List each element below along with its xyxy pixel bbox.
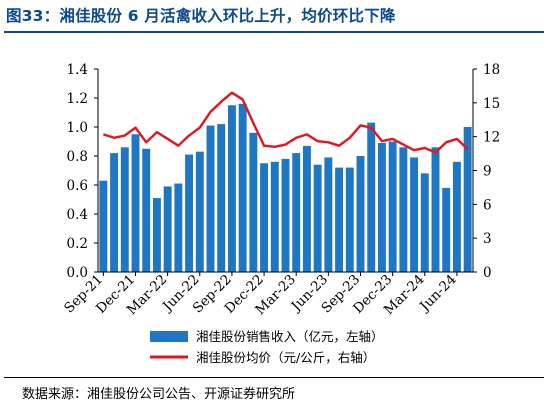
right-tick-label-6: 18: [483, 62, 500, 78]
right-tick-label-1: 3: [483, 231, 492, 247]
figure-title: 图33：湘佳股份 6 月活禽收入环比上升，均价环比下降: [6, 7, 396, 25]
bar-3: [131, 134, 140, 272]
bar-26: [377, 142, 386, 272]
bar-15: [260, 163, 269, 272]
bar-18: [292, 153, 301, 272]
bar-17: [281, 158, 290, 272]
bar-30: [420, 173, 429, 272]
bar-25: [367, 122, 376, 273]
title-underline: [4, 31, 544, 33]
right-tick-label-0: 0: [483, 265, 492, 281]
bar-1: [110, 153, 119, 272]
bar-12: [227, 105, 236, 272]
left-tick-label-6: 1.2: [67, 91, 88, 107]
bar-20: [313, 164, 322, 272]
bar-6: [163, 186, 172, 272]
legend-swatch-bar: [150, 331, 188, 342]
bar-2: [120, 147, 129, 272]
legend-label-price: 湘佳股份均价（元/公斤，右轴）: [196, 350, 375, 365]
bar-31: [431, 147, 440, 272]
bar-series: [99, 103, 472, 273]
left-tick-label-7: 1.4: [67, 62, 88, 78]
left-tick-label-2: 0.4: [67, 207, 88, 223]
left-tick-label-0: 0.0: [67, 265, 88, 281]
bar-16: [270, 161, 279, 272]
bar-7: [174, 183, 183, 272]
bar-4: [142, 148, 151, 272]
bar-5: [152, 198, 161, 272]
bar-23: [345, 167, 354, 272]
line-series: [102, 91, 469, 154]
bar-29: [410, 157, 419, 272]
bar-27: [388, 141, 397, 272]
left-tick-label-1: 0.2: [67, 236, 88, 252]
bar-11: [217, 124, 226, 272]
left-tick-label-4: 0.8: [67, 149, 88, 165]
right-tick-label-2: 6: [483, 197, 492, 213]
legend: 湘佳股份销售收入（亿元，左轴） 湘佳股份均价（元/公斤，右轴）: [150, 329, 384, 365]
bar-34: [463, 127, 472, 272]
bar-21: [324, 157, 333, 272]
bar-10: [206, 125, 215, 272]
chart: 0.00.20.40.60.81.01.21.40369121518Sep-21…: [61, 62, 500, 365]
left-tick-label-5: 1.0: [67, 120, 88, 136]
right-tick-label-4: 12: [483, 130, 500, 146]
bar-14: [249, 132, 258, 272]
right-tick-label-5: 15: [483, 96, 500, 112]
bar-28: [399, 147, 408, 272]
bar-24: [356, 156, 365, 272]
bar-33: [452, 161, 461, 272]
bar-22: [335, 167, 344, 272]
price-line: [102, 91, 469, 154]
legend-label-revenue: 湘佳股份销售收入（亿元，左轴）: [196, 329, 384, 344]
source-divider: [4, 377, 544, 378]
bar-0: [99, 180, 108, 272]
bar-13: [238, 103, 247, 272]
right-tick-label-3: 9: [483, 164, 492, 180]
bar-19: [302, 145, 311, 272]
bar-8: [185, 154, 194, 272]
source-note: 数据来源：湘佳股份公司公告、开源证券研究所: [22, 387, 296, 402]
bar-9: [195, 151, 204, 272]
left-tick-label-3: 0.6: [67, 178, 88, 194]
bar-32: [442, 187, 451, 272]
